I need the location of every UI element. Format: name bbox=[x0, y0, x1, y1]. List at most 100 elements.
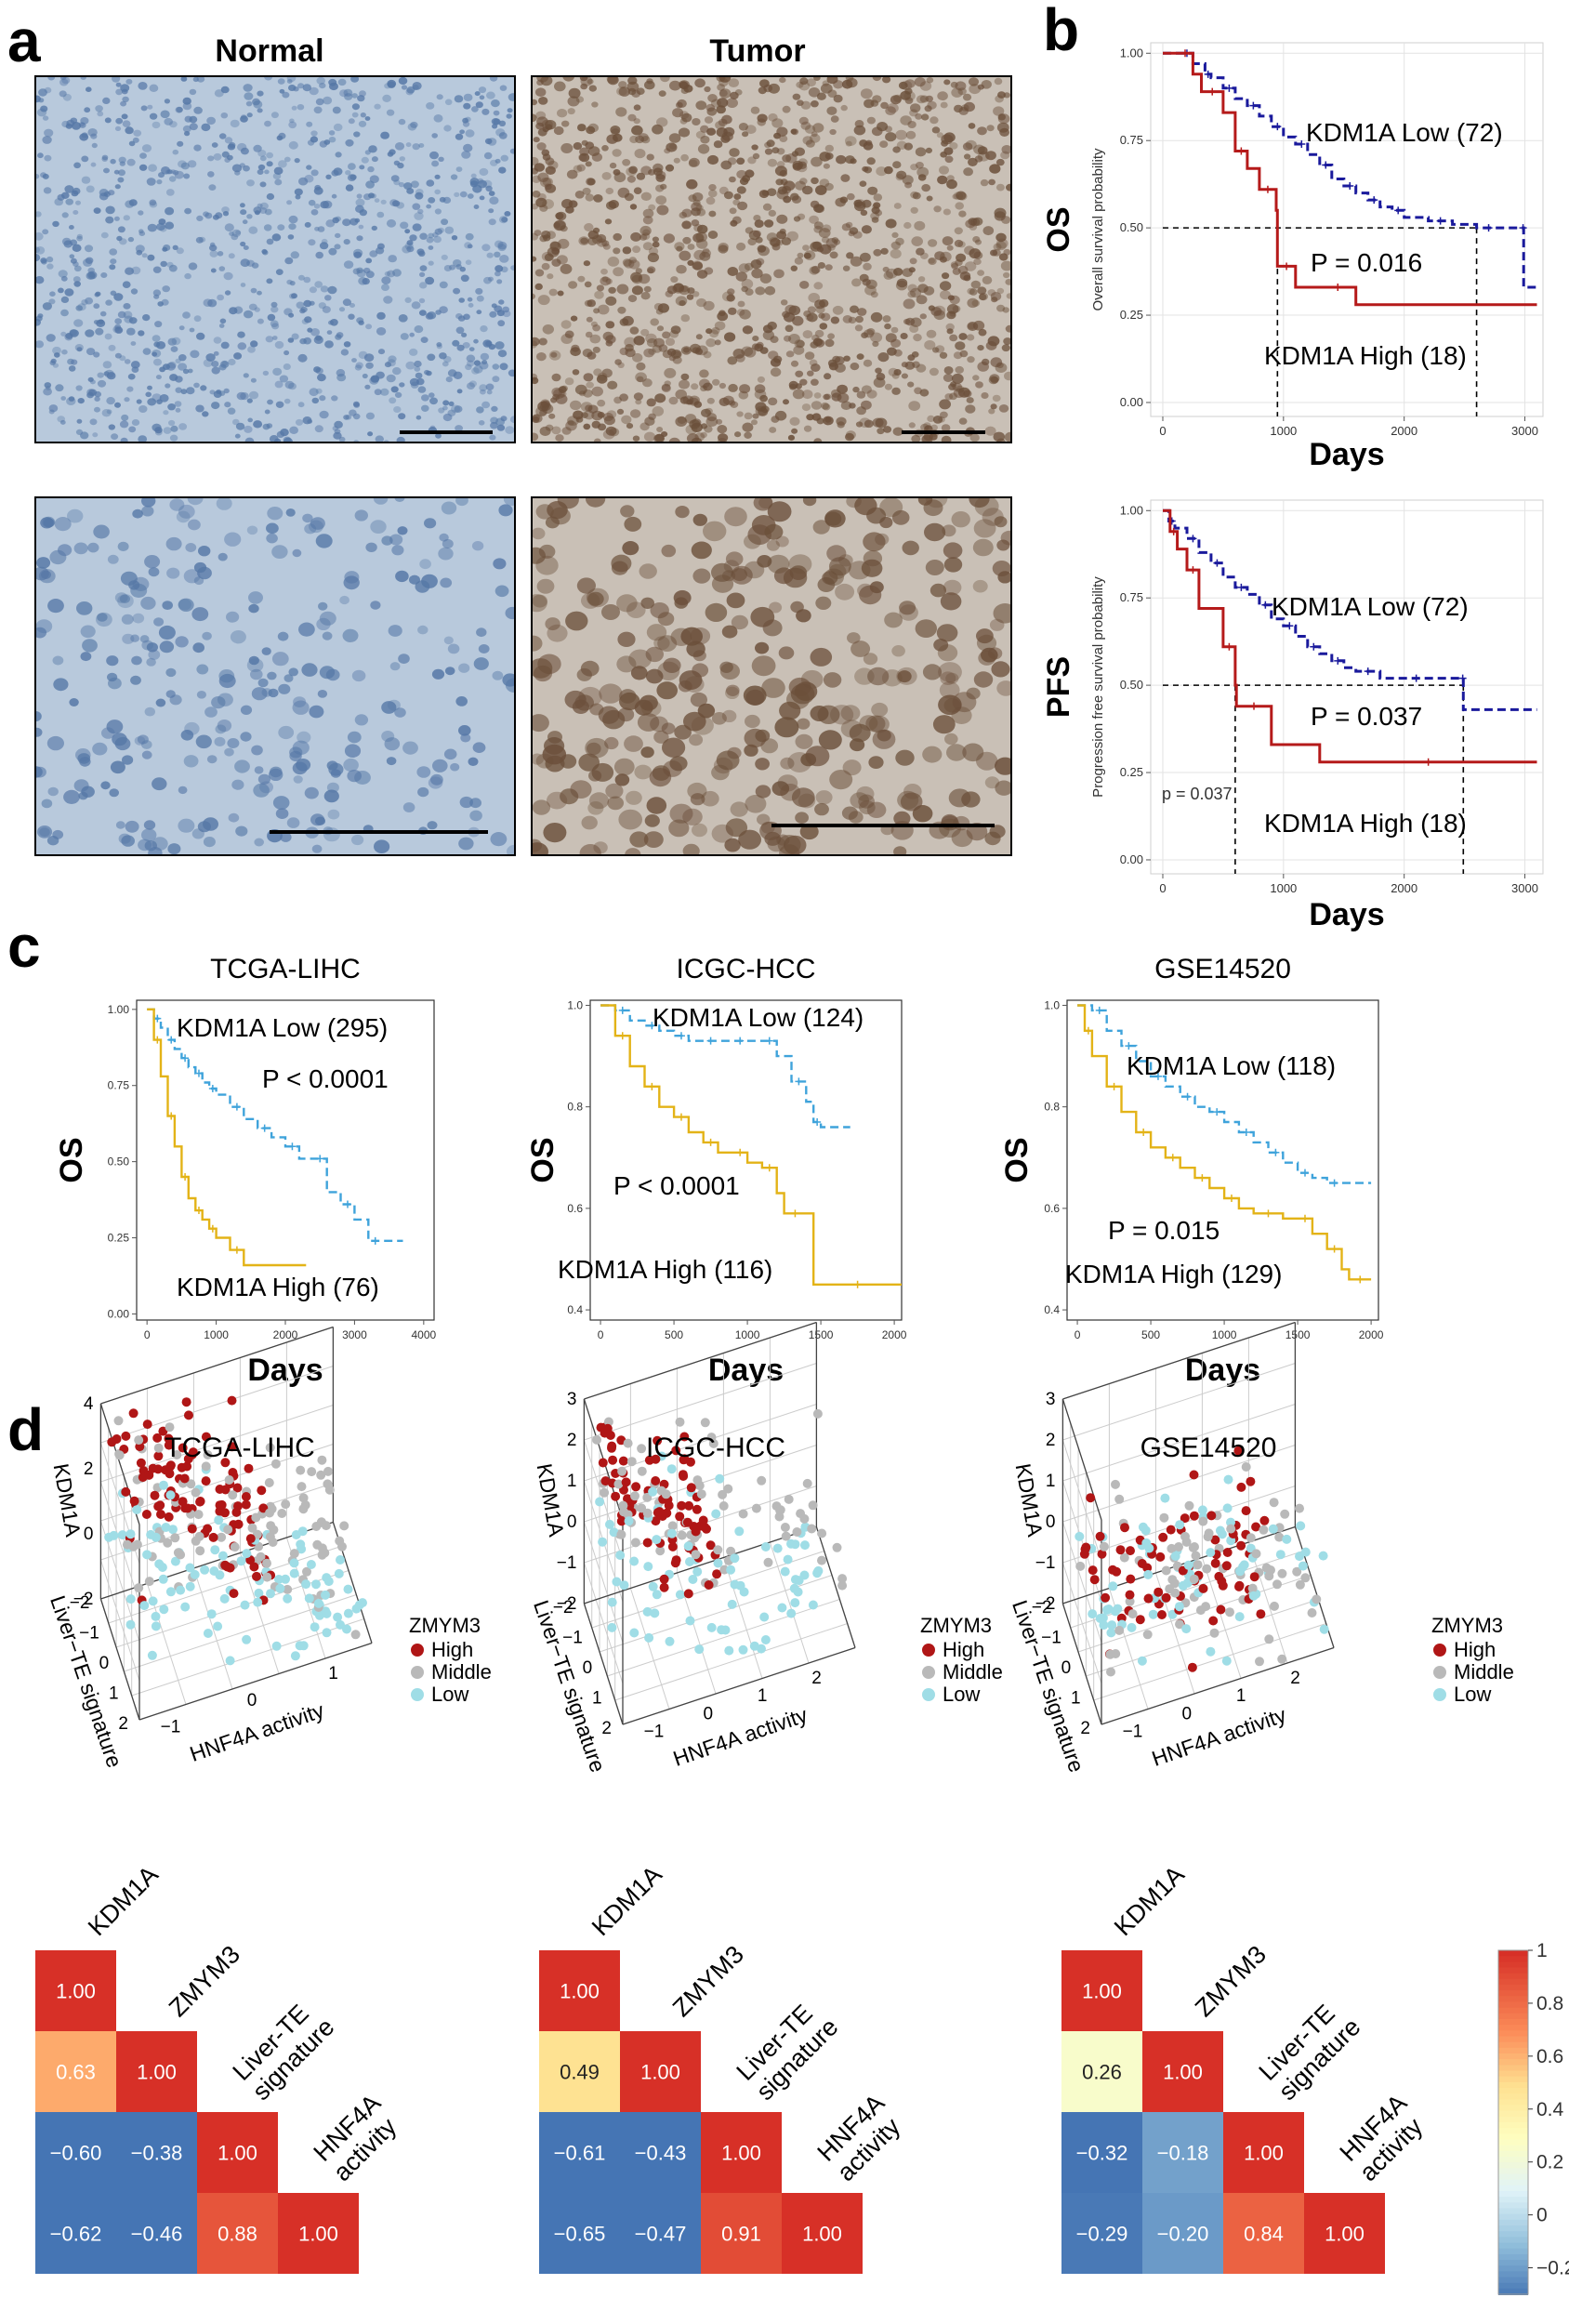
ihc-nucleus bbox=[345, 415, 352, 420]
data-point bbox=[121, 1486, 131, 1497]
ihc-nucleus bbox=[990, 403, 997, 410]
ihc-nucleus bbox=[953, 351, 963, 360]
data-point bbox=[624, 1516, 634, 1526]
data-point bbox=[642, 1508, 653, 1518]
x-tick-label: 1500 bbox=[1286, 1328, 1311, 1341]
ihc-nucleus bbox=[271, 545, 288, 559]
ihc-nucleus bbox=[914, 77, 926, 87]
data-point bbox=[229, 1589, 239, 1599]
ihc-nucleus bbox=[175, 358, 181, 363]
ihc-nucleus bbox=[224, 223, 234, 232]
colorbar-segment bbox=[1498, 2088, 1528, 2095]
ihc-nucleus bbox=[742, 325, 754, 335]
data-point bbox=[232, 1483, 243, 1493]
data-point bbox=[1099, 1620, 1109, 1631]
heatmap-value: 1.00 bbox=[1325, 2223, 1365, 2246]
ihc-nucleus bbox=[785, 350, 795, 358]
ihc-nucleus bbox=[79, 122, 86, 128]
ihc-nucleus bbox=[628, 259, 640, 270]
ihc-nucleus bbox=[951, 262, 959, 270]
ihc-nucleus bbox=[64, 334, 73, 341]
heatmap-cell bbox=[620, 2112, 701, 2193]
ihc-nucleus bbox=[498, 299, 505, 305]
ihc-nucleus bbox=[583, 423, 591, 430]
ihc-nucleus bbox=[149, 199, 157, 206]
vertical-tick-label: 1 bbox=[1046, 1472, 1056, 1491]
ihc-nucleus bbox=[375, 435, 384, 442]
ihc-nucleus bbox=[638, 273, 651, 284]
ihc-nucleus bbox=[630, 666, 648, 680]
ihc-nucleus bbox=[562, 76, 574, 82]
ihc-nucleus bbox=[915, 162, 924, 169]
ihc-nucleus bbox=[758, 245, 770, 257]
ihc-nucleus bbox=[614, 773, 630, 786]
ihc-nucleus bbox=[668, 819, 690, 838]
ihc-nucleus bbox=[77, 303, 86, 311]
ihc-nucleus bbox=[410, 121, 418, 128]
ihc-nucleus bbox=[400, 333, 409, 340]
ihc-nucleus bbox=[86, 348, 96, 356]
ihc-nucleus bbox=[141, 828, 157, 842]
ihc-nucleus bbox=[686, 433, 699, 442]
ihc-nucleus bbox=[940, 101, 948, 109]
ihc-nucleus bbox=[309, 388, 319, 397]
ihc-nucleus bbox=[417, 250, 426, 257]
ihc-nucleus bbox=[775, 178, 784, 186]
ihc-nucleus bbox=[220, 112, 229, 119]
ihc-nucleus bbox=[165, 536, 182, 551]
ihc-nucleus bbox=[692, 232, 705, 243]
ihc-nucleus bbox=[642, 216, 653, 225]
data-point bbox=[322, 1608, 332, 1618]
ihc-nucleus bbox=[267, 399, 273, 405]
data-point bbox=[726, 1565, 736, 1575]
colorbar-tick-label: −0.2 bbox=[1536, 2258, 1569, 2279]
ihc-nucleus bbox=[112, 76, 121, 83]
ihc-nucleus bbox=[657, 612, 675, 627]
ihc-nucleus bbox=[484, 138, 493, 145]
ihc-nucleus bbox=[338, 436, 346, 442]
data-point bbox=[220, 1458, 231, 1468]
ihc-nucleus bbox=[77, 398, 85, 404]
ihc-nucleus bbox=[454, 95, 464, 103]
ihc-nucleus bbox=[994, 77, 1003, 86]
ihc-nucleus bbox=[296, 759, 311, 772]
colorbar-segment bbox=[1498, 2076, 1528, 2083]
ihc-nucleus bbox=[633, 187, 642, 194]
ihc-nucleus bbox=[636, 376, 644, 382]
ihc-nucleus bbox=[120, 100, 127, 107]
censor-mark bbox=[1286, 622, 1294, 630]
ihc-nucleus bbox=[891, 372, 900, 379]
ihc-nucleus bbox=[903, 298, 916, 310]
ihc-nucleus bbox=[704, 86, 711, 93]
data-point bbox=[161, 1523, 171, 1532]
grid-line bbox=[722, 1557, 763, 1679]
data-point bbox=[1110, 1606, 1120, 1617]
ihc-nucleus bbox=[605, 321, 615, 329]
ihc-nucleus bbox=[673, 157, 680, 164]
ihc-nucleus bbox=[1004, 431, 1011, 442]
ihc-nucleus bbox=[507, 844, 515, 855]
data-point bbox=[684, 1500, 694, 1511]
heatmap-cell bbox=[35, 2112, 116, 2193]
ihc-nucleus bbox=[741, 279, 754, 289]
ihc-nucleus bbox=[681, 220, 692, 230]
ihc-nucleus bbox=[295, 194, 301, 200]
ihc-nucleus bbox=[76, 235, 83, 242]
ihc-nucleus bbox=[827, 333, 835, 340]
ihc-nucleus bbox=[334, 244, 341, 250]
ihc-nucleus bbox=[928, 257, 935, 264]
ihc-nucleus bbox=[672, 108, 684, 118]
ihc-nucleus bbox=[751, 268, 763, 279]
ihc-nucleus bbox=[496, 279, 503, 284]
data-point bbox=[675, 1590, 685, 1600]
ihc-nucleus bbox=[622, 159, 631, 166]
ihc-nucleus bbox=[808, 87, 821, 98]
y-tick-label: 1.0 bbox=[567, 998, 583, 1011]
data-point bbox=[200, 1565, 210, 1575]
ihc-nucleus bbox=[96, 612, 112, 627]
ihc-nucleus bbox=[152, 289, 162, 297]
ihc-nucleus bbox=[964, 245, 975, 256]
ihc-nucleus bbox=[224, 157, 231, 163]
ihc-nucleus bbox=[187, 160, 197, 168]
data-point bbox=[262, 1572, 272, 1582]
